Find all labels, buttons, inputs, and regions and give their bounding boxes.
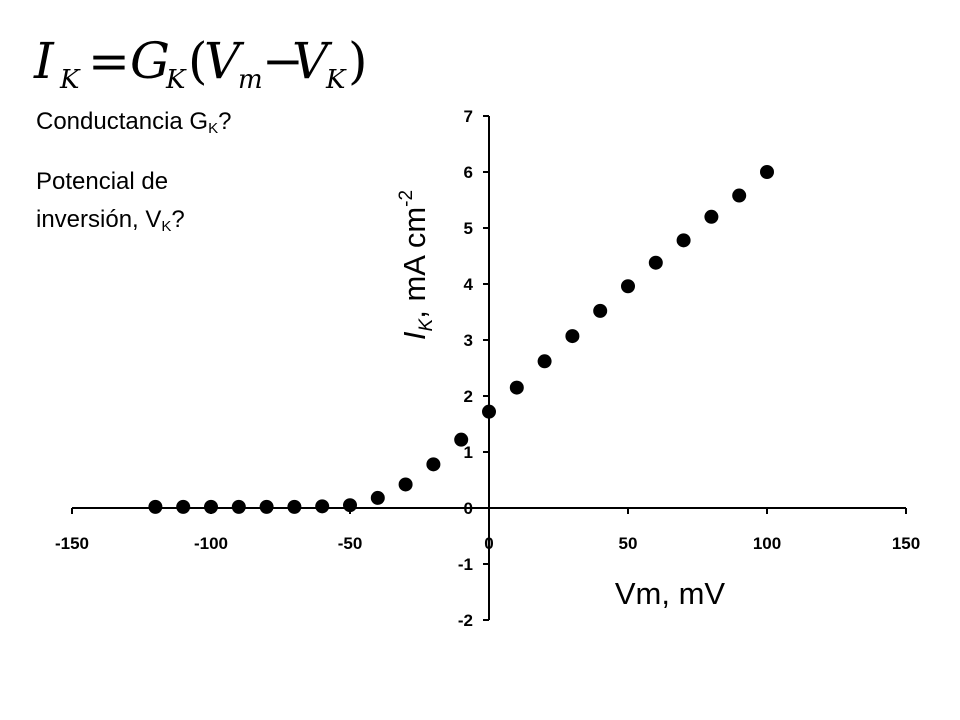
data-point	[621, 279, 635, 294]
question-conductance: Conductancia GK?	[36, 107, 231, 137]
data-point	[732, 188, 747, 203]
y-axis-title-symbol: I	[397, 331, 432, 340]
data-point	[704, 209, 719, 224]
data-point	[259, 499, 274, 514]
formula-v-symbol: V	[204, 32, 245, 90]
y-tick-labels: -2 -1 0 1 2 3 4 5 6 7	[458, 107, 474, 630]
data-point	[287, 499, 302, 514]
y-axis-title-rest: , mA cm	[397, 207, 432, 319]
formula-equals: =	[88, 32, 130, 90]
formula-g-symbol: G	[130, 32, 170, 90]
data-point	[426, 457, 441, 472]
question-potential-sub: K	[161, 218, 172, 235]
y-tick-label: 3	[464, 331, 473, 350]
data-point	[315, 499, 330, 514]
formula: I K = G K ( V m − V K )	[33, 32, 368, 94]
data-point	[760, 165, 774, 179]
question-conductance-text: Conductancia G	[36, 108, 209, 135]
data-point	[343, 498, 357, 513]
y-tick-label: 2	[464, 387, 473, 406]
data-points	[148, 165, 774, 514]
x-tick-label: 0	[484, 534, 493, 553]
data-point	[148, 499, 163, 514]
y-axis-title: IK, mA cm-2	[396, 190, 437, 340]
y-tick-label: 4	[464, 275, 474, 294]
y-tick-label: 6	[464, 163, 473, 182]
formula-v2-symbol: V	[292, 32, 333, 90]
data-point	[509, 380, 524, 395]
y-axis-title-sup: -2	[396, 190, 417, 207]
data-point	[482, 404, 496, 419]
x-tick-label: -100	[194, 534, 228, 553]
question-conductance-sub: K	[208, 120, 219, 137]
question-potential-end: ?	[171, 206, 185, 233]
question-conductance-end: ?	[218, 108, 232, 135]
y-tick-label: -1	[458, 555, 473, 574]
formula-lhs-symbol: I	[33, 32, 55, 90]
y-tick-label: 1	[464, 443, 473, 462]
x-tick-labels: -150 -100 -50 0 50 100 150	[55, 534, 920, 553]
data-point	[176, 499, 191, 514]
x-tick-label: 50	[619, 534, 638, 553]
formula-vk-sub: K	[325, 65, 347, 94]
y-tick-label: 5	[464, 219, 473, 238]
x-tick-label: -150	[55, 534, 89, 553]
x-tick-label: -50	[338, 534, 363, 553]
formula-open-paren: (	[188, 32, 208, 90]
formula-vm-sub: m	[238, 65, 263, 94]
data-point	[593, 303, 608, 318]
data-point	[204, 499, 218, 514]
y-tick-label: 0	[464, 499, 473, 518]
question-potential-line1-text: Potencial de	[36, 168, 169, 195]
data-point	[537, 354, 552, 369]
x-axis-title: Vm, mV	[615, 576, 726, 611]
formula-close-paren: )	[348, 32, 368, 90]
data-point	[454, 432, 469, 447]
data-point	[565, 329, 580, 344]
x-tick-label: 150	[892, 534, 920, 553]
question-potential-line1: Potencial de	[36, 167, 168, 197]
y-tick-label: -2	[458, 611, 473, 630]
data-point	[676, 233, 691, 248]
data-point	[648, 255, 663, 270]
data-point	[398, 477, 413, 492]
data-point	[370, 490, 385, 505]
x-tick-label: 100	[753, 534, 781, 553]
formula-lhs-sub: K	[59, 65, 81, 94]
question-potential-text: inversión, V	[36, 206, 162, 233]
formula-minus: −	[262, 32, 304, 90]
question-potential-line2: inversión, VK?	[36, 205, 185, 235]
y-axis-title-sub: K	[416, 317, 437, 331]
formula-g-sub: K	[165, 65, 187, 94]
y-tick-label: 7	[464, 107, 473, 126]
data-point	[231, 499, 246, 514]
